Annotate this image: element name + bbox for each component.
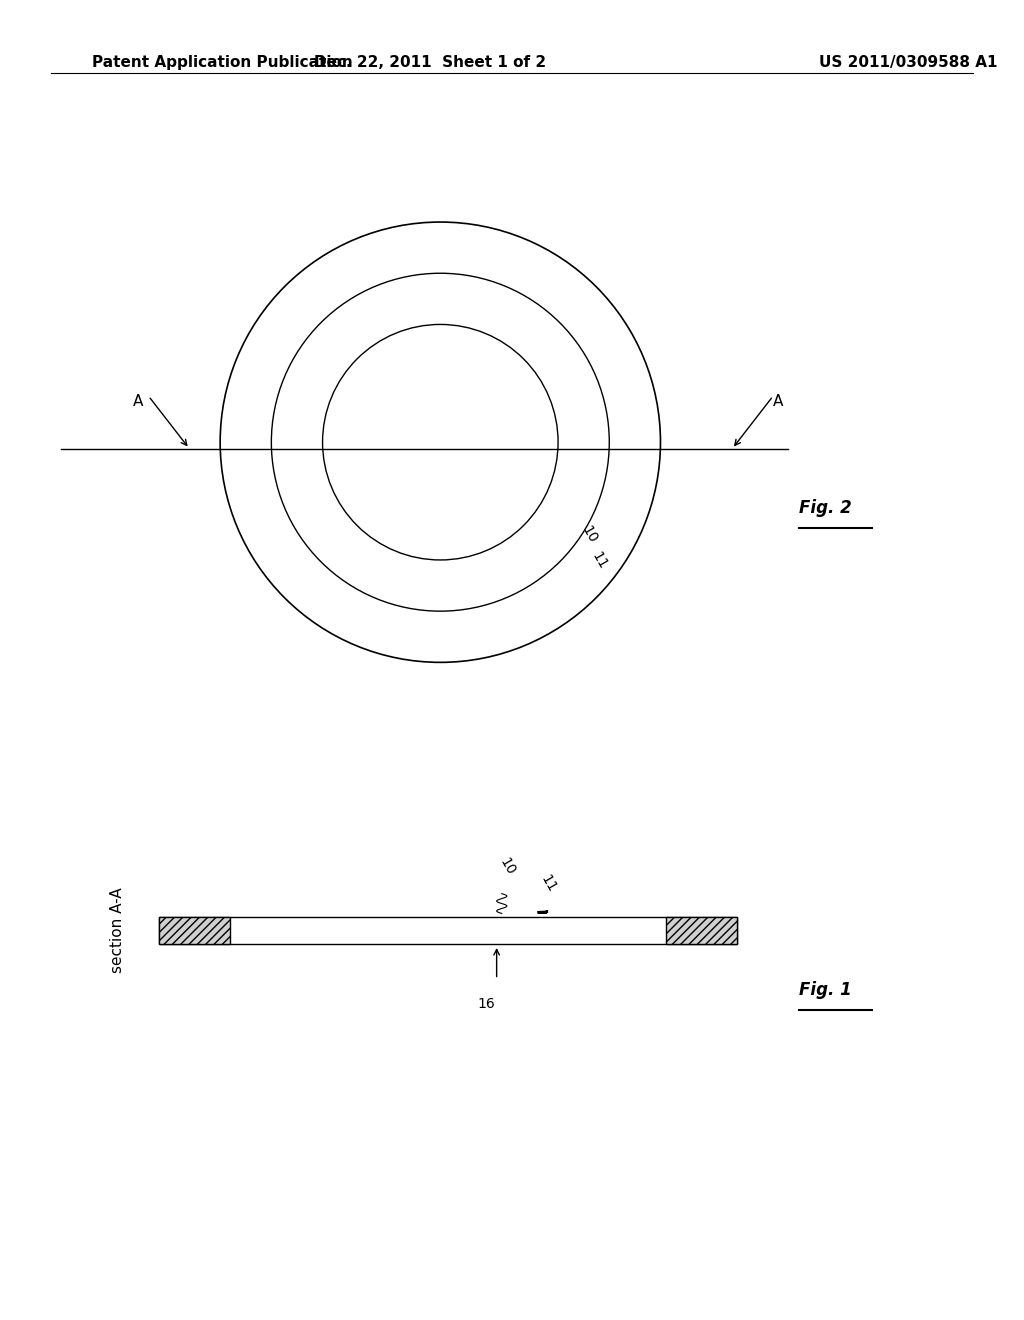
Text: Fig. 2: Fig. 2 bbox=[799, 499, 852, 517]
Text: 11: 11 bbox=[589, 550, 610, 572]
Bar bbox=[666, 917, 737, 944]
Text: 16: 16 bbox=[477, 997, 496, 1011]
Text: Dec. 22, 2011  Sheet 1 of 2: Dec. 22, 2011 Sheet 1 of 2 bbox=[314, 55, 546, 70]
Bar bbox=[159, 917, 737, 944]
Text: 10: 10 bbox=[497, 855, 517, 878]
Bar bbox=[159, 917, 230, 944]
Text: A: A bbox=[133, 395, 143, 409]
Text: 11: 11 bbox=[538, 873, 558, 895]
Text: A: A bbox=[773, 395, 783, 409]
Text: 10: 10 bbox=[579, 524, 599, 545]
Text: US 2011/0309588 A1: US 2011/0309588 A1 bbox=[819, 55, 997, 70]
Text: section A-A: section A-A bbox=[111, 888, 125, 973]
Text: Patent Application Publication: Patent Application Publication bbox=[92, 55, 353, 70]
Text: Fig. 1: Fig. 1 bbox=[799, 981, 852, 999]
